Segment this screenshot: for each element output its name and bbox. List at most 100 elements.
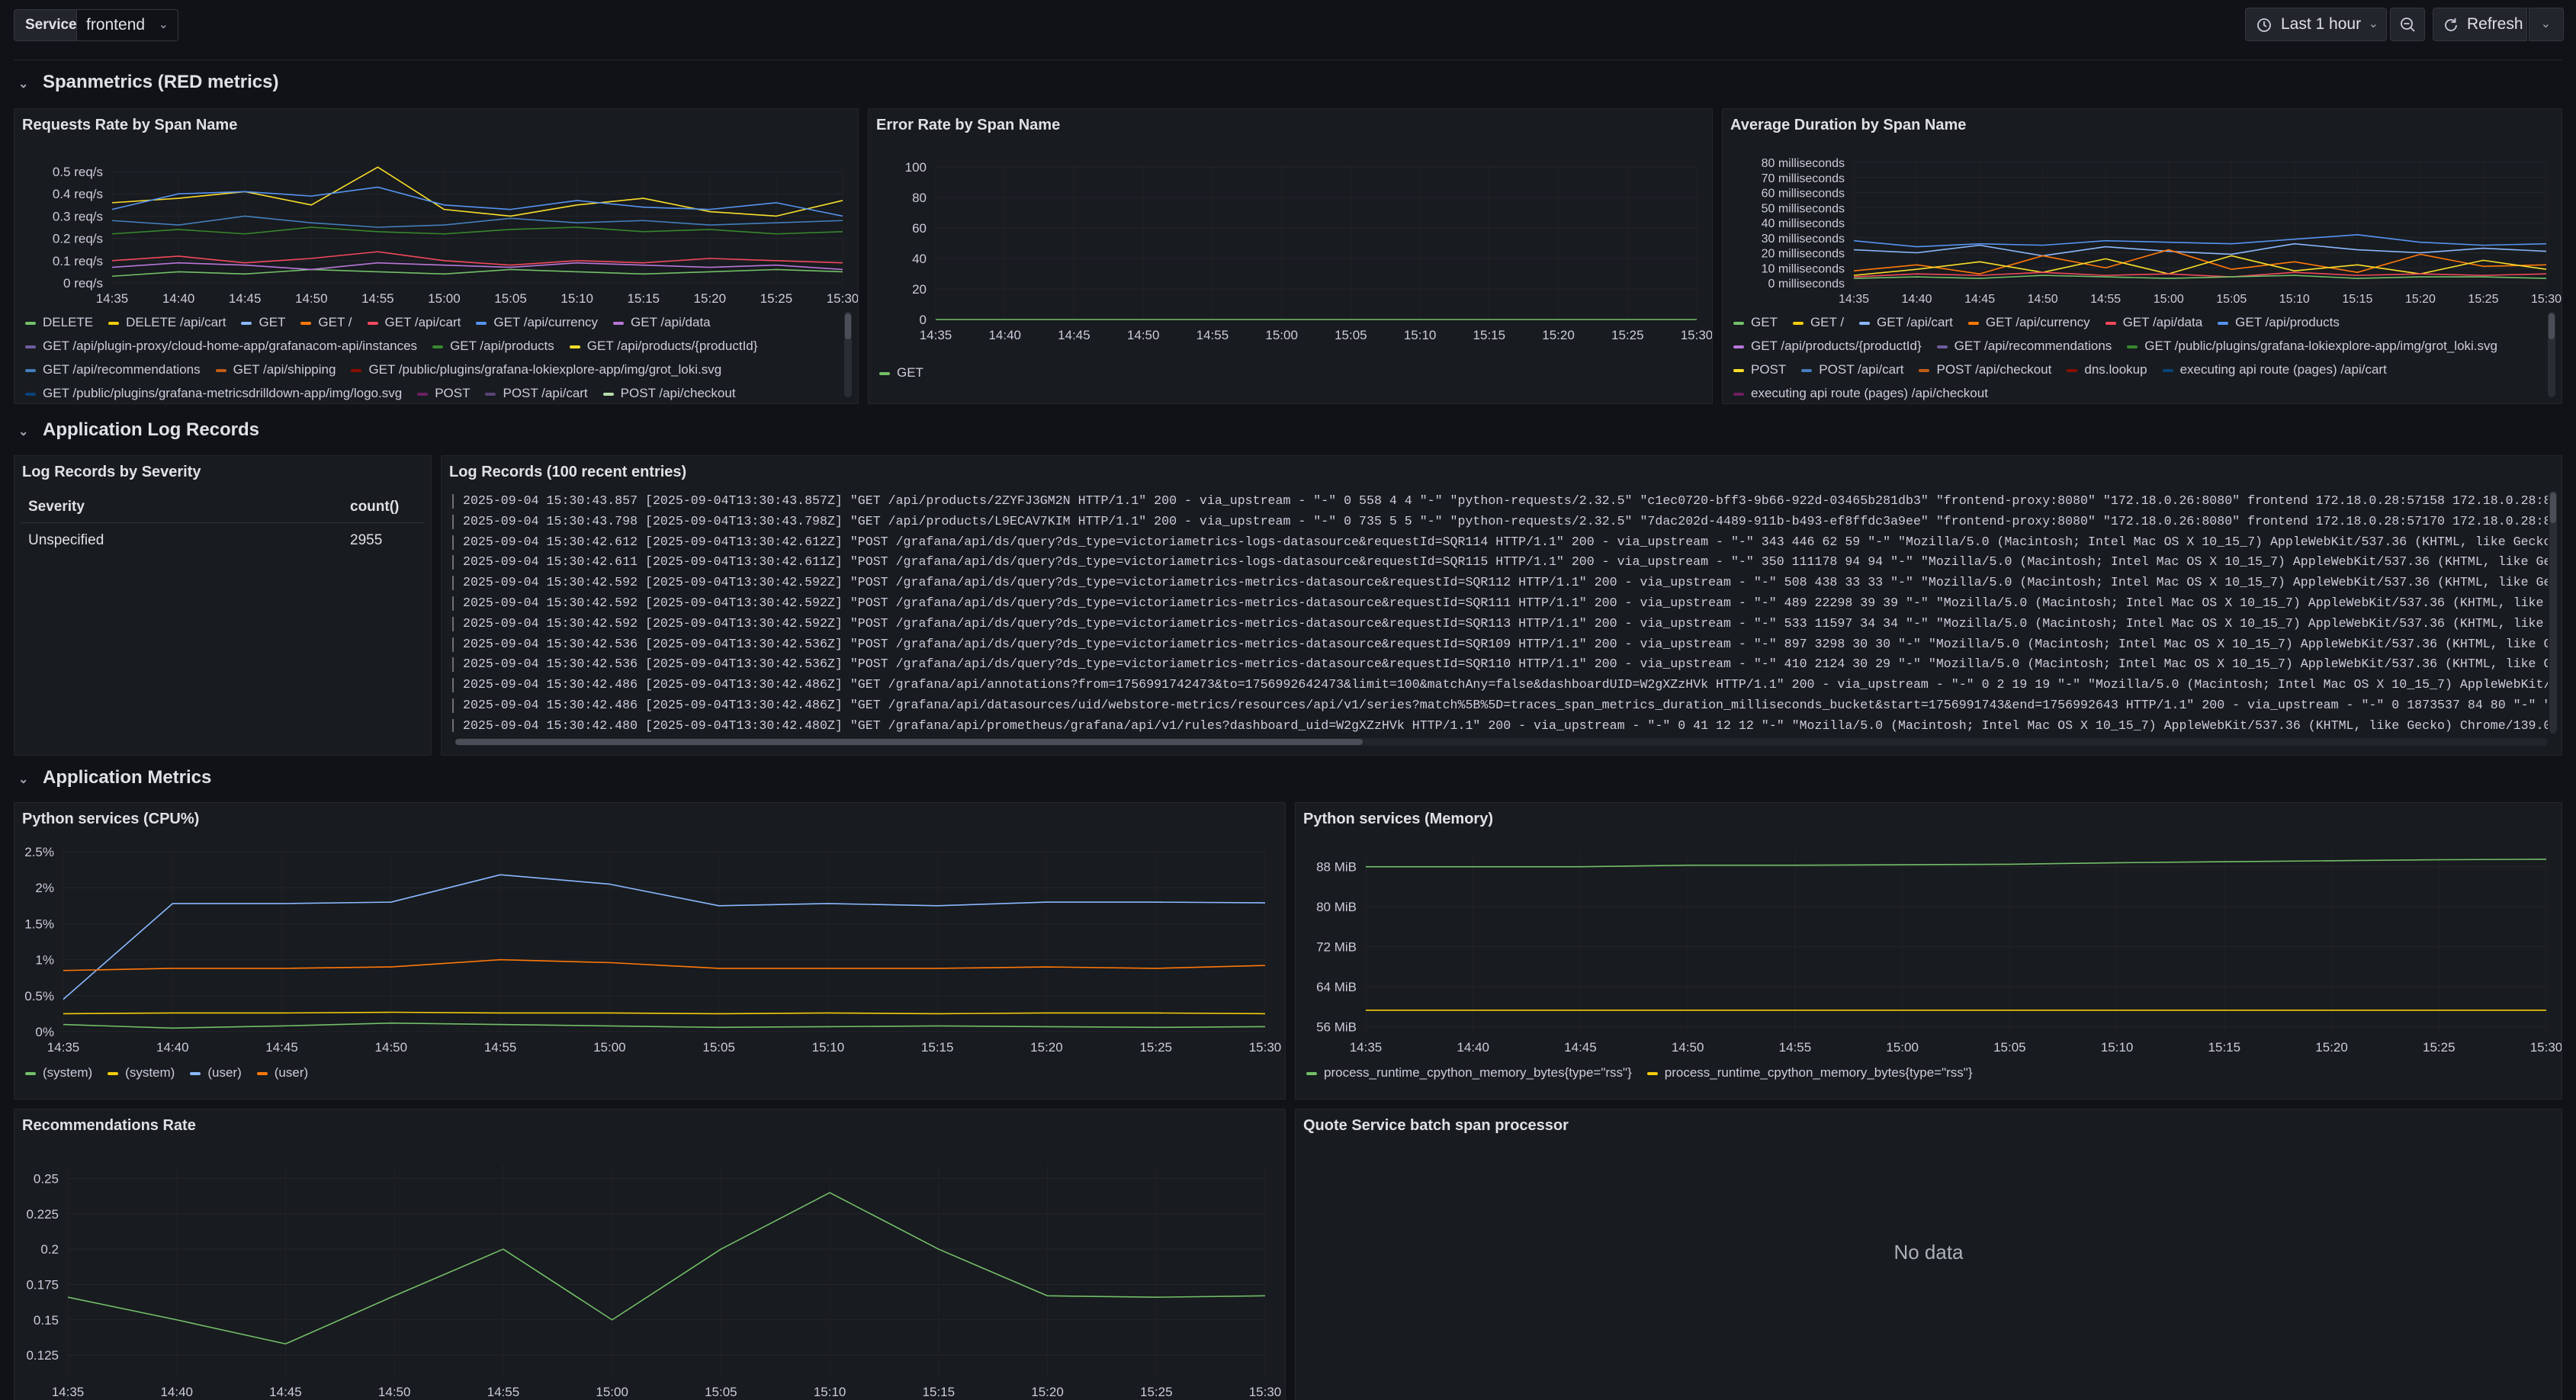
legend-item[interactable]: dns.lookup	[2067, 358, 2147, 381]
row-title-label: Application Metrics	[43, 767, 212, 788]
legend-item[interactable]: GET /api/cart	[1859, 310, 1953, 334]
y-tick-label: 0.125	[26, 1348, 59, 1363]
legend-item[interactable]: GET /api/currency	[1967, 310, 2090, 334]
legend-item[interactable]: GET /api/currency	[476, 310, 598, 334]
legend-item[interactable]: GET /public/plugins/grafana-lokiexplore-…	[2127, 334, 2497, 358]
legend-item[interactable]: process_runtime_cpython_memory_bytes{typ…	[1306, 1061, 1632, 1084]
log-line[interactable]: 2025-09-04 15:30:42.486 [2025-09-04T13:3…	[452, 695, 2548, 716]
x-tick-label: 14:55	[2090, 293, 2121, 306]
legend-item[interactable]: GET /api/data	[613, 310, 711, 334]
legend-item[interactable]: GET	[879, 361, 923, 384]
time-range-picker[interactable]: Last 1 hour ⌄	[2245, 8, 2387, 41]
legend-item[interactable]: GET /api/recommendations	[1936, 334, 2112, 358]
legend-swatch	[25, 321, 36, 325]
x-tick-label: 15:05	[2216, 293, 2247, 306]
y-tick-label: 40	[912, 252, 927, 266]
series-line	[1853, 255, 2547, 276]
legend-item[interactable]: POST /api/cart	[1801, 358, 1903, 381]
x-tick-label: 14:50	[295, 291, 328, 306]
legend-item[interactable]: (system)	[108, 1061, 175, 1084]
service-variable-select[interactable]: frontend ⌄	[76, 9, 178, 41]
y-tick-label: 0%	[35, 1025, 54, 1039]
legend-item[interactable]: GET /	[1792, 310, 1844, 334]
legend-item[interactable]: DELETE	[25, 310, 93, 334]
legend-item[interactable]: process_runtime_cpython_memory_bytes{typ…	[1646, 1061, 1973, 1084]
log-line[interactable]: 2025-09-04 15:30:42.480 [2025-09-04T13:3…	[452, 716, 2548, 732]
refresh-label: Refresh	[2467, 15, 2523, 33]
legend-item[interactable]: POST	[417, 381, 470, 400]
logs-horizontal-scrollbar[interactable]	[455, 738, 2548, 746]
legend-swatch	[2067, 368, 2078, 372]
log-line[interactable]: 2025-09-04 15:30:43.857 [2025-09-04T13:3…	[452, 491, 2548, 512]
legend-label: GET /api/products	[2235, 315, 2340, 329]
log-line[interactable]: 2025-09-04 15:30:42.592 [2025-09-04T13:3…	[452, 614, 2548, 634]
log-line[interactable]: 2025-09-04 15:30:42.592 [2025-09-04T13:3…	[452, 593, 2548, 614]
y-tick-label: 20 milliseconds	[1762, 248, 1845, 261]
legend-item[interactable]: executing api route (pages) /api/checkou…	[1733, 381, 1988, 400]
log-line[interactable]: 2025-09-04 15:30:42.536 [2025-09-04T13:3…	[452, 634, 2548, 655]
x-tick-label: 15:20	[2405, 293, 2436, 306]
logs-vertical-scrollbar[interactable]	[2549, 491, 2557, 734]
legend-scrollbar[interactable]	[844, 312, 852, 397]
legend-item[interactable]: GET /api/recommendations	[25, 358, 201, 381]
legend-item[interactable]: GET /	[300, 310, 352, 334]
x-tick-label: 15:20	[694, 291, 727, 306]
legend-label: GET	[259, 315, 286, 329]
legend-swatch	[417, 392, 429, 396]
legend-item[interactable]: GET /public/plugins/grafana-lokiexplore-…	[351, 358, 721, 381]
legend-item[interactable]: GET /api/shipping	[215, 358, 336, 381]
log-line[interactable]: 2025-09-04 15:30:42.536 [2025-09-04T13:3…	[452, 654, 2548, 675]
legend-swatch	[569, 345, 580, 348]
legend-item[interactable]: GET /api/products/{productId}	[1733, 334, 1922, 358]
legend-label: POST	[435, 386, 471, 400]
legend-item[interactable]: (user)	[190, 1061, 242, 1084]
zoom-out-button[interactable]	[2390, 8, 2425, 41]
log-line[interactable]: 2025-09-04 15:30:42.612 [2025-09-04T13:3…	[452, 532, 2548, 553]
y-tick-label: 0.225	[26, 1207, 59, 1222]
log-line[interactable]: 2025-09-04 15:30:43.798 [2025-09-04T13:3…	[452, 512, 2548, 532]
y-tick-label: 1.5%	[24, 917, 54, 931]
legend-item[interactable]: GET /public/plugins/grafana-metricsdrill…	[25, 381, 402, 400]
legend-item[interactable]: (user)	[256, 1061, 308, 1084]
log-line[interactable]: 2025-09-04 15:30:42.486 [2025-09-04T13:3…	[452, 675, 2548, 695]
legend-scrollbar[interactable]	[2548, 312, 2555, 397]
row-spanmetrics[interactable]: ⌄ Spanmetrics (RED metrics)	[18, 72, 278, 93]
legend-swatch	[2127, 345, 2138, 348]
column-header-severity[interactable]: Severity	[28, 499, 85, 515]
legend-item[interactable]: POST /api/checkout	[602, 381, 736, 400]
legend-item[interactable]: GET	[241, 310, 285, 334]
column-header-count[interactable]: count()	[350, 499, 400, 515]
row-application-metrics[interactable]: ⌄ Application Metrics	[18, 767, 211, 788]
legend-item[interactable]: GET /api/cart	[367, 310, 461, 334]
panel-python-cpu: Python services (CPU%) 0% 0.5% 1% 1.5% 2% 2.5…	[14, 802, 1286, 1100]
legend-item[interactable]: GET	[1733, 310, 1778, 334]
table-cell: Unspecified	[28, 532, 104, 548]
x-tick-label: 14:35	[1839, 293, 1869, 306]
x-tick-label: 14:35	[920, 328, 952, 342]
log-line[interactable]: 2025-09-04 15:30:42.611 [2025-09-04T13:3…	[452, 552, 2548, 573]
legend-item[interactable]: GET /api/products	[432, 334, 554, 358]
log-line[interactable]: 2025-09-04 15:30:42.592 [2025-09-04T13:3…	[452, 573, 2548, 593]
legend-swatch	[241, 321, 252, 325]
legend-item[interactable]: GET /api/products	[2218, 310, 2340, 334]
legend-item[interactable]: executing api route (pages) /api/cart	[2162, 358, 2387, 381]
x-tick-label: 15:00	[596, 1385, 628, 1399]
y-tick-label: 0 milliseconds	[1768, 278, 1845, 291]
legend-item[interactable]: POST /api/cart	[485, 381, 588, 400]
refresh-interval-dropdown[interactable]: ⌄	[2529, 8, 2564, 41]
legend-item[interactable]: POST	[1733, 358, 1786, 381]
refresh-button[interactable]: Refresh	[2433, 8, 2527, 41]
row-application-logs[interactable]: ⌄ Application Log Records	[18, 419, 259, 441]
x-tick-label: 15:25	[760, 291, 793, 306]
legend-item[interactable]: (system)	[25, 1061, 92, 1084]
legend-item[interactable]: GET /api/products/{productId}	[569, 334, 757, 358]
legend-item[interactable]: POST /api/checkout	[1919, 358, 2051, 381]
legend-item[interactable]: GET /api/data	[2105, 310, 2202, 334]
legend-swatch	[1967, 321, 1979, 325]
panel-quote-batch: Quote Service batch span processor No da…	[1295, 1109, 2562, 1400]
legend-item[interactable]: GET /api/plugin-proxy/cloud-home-app/gra…	[25, 334, 417, 358]
x-tick-label: 15:15	[2342, 293, 2372, 306]
legend-item[interactable]: DELETE /api/cart	[108, 310, 226, 334]
y-tick-label: 2.5%	[24, 845, 54, 859]
x-tick-label: 15:00	[593, 1040, 626, 1055]
